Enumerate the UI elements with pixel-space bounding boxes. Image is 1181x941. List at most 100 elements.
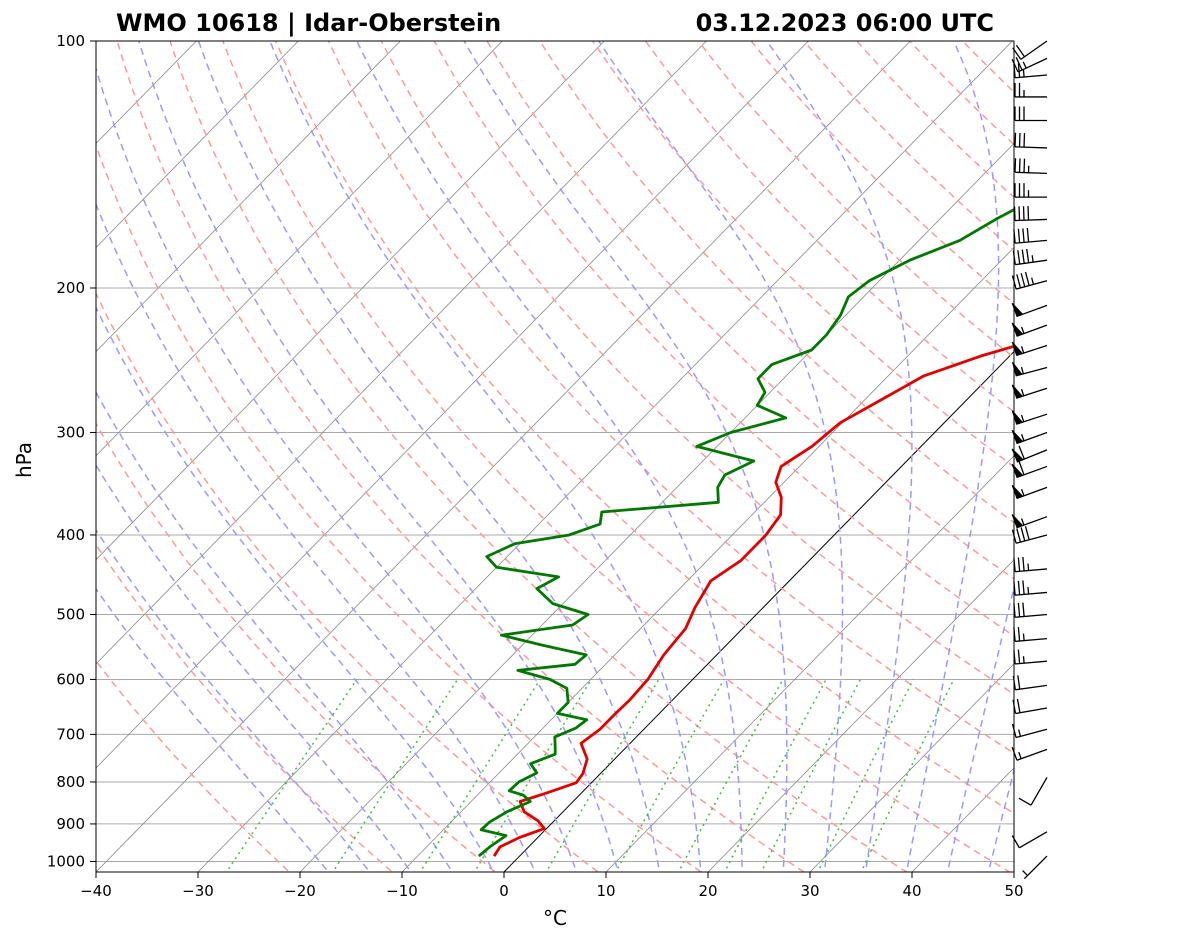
wind-barb — [1022, 855, 1048, 880]
x-tick-label: −10 — [386, 882, 418, 900]
wind-barb-flag — [1022, 602, 1025, 617]
wind-barb — [1013, 602, 1048, 618]
wind-barb-half-flag — [1022, 61, 1027, 69]
wind-barb-staff — [1015, 707, 1048, 715]
wind-barb-staff — [1015, 660, 1048, 665]
moist-adiabat-line — [96, 305, 495, 872]
wind-barb-staff — [1020, 40, 1048, 60]
wind-barb-staff — [1014, 218, 1048, 222]
y-tick-label: 1000 — [47, 852, 85, 870]
x-tick-label: −30 — [182, 882, 214, 900]
dry-adiabat-line — [1015, 41, 1181, 879]
chart-title-datetime: 03.12.2023 06:00 UTC — [696, 9, 994, 37]
y-axis-label: hPa — [12, 442, 36, 478]
dry-adiabat-line — [96, 659, 291, 872]
wind-barb — [1011, 341, 1048, 356]
x-tick-label: −20 — [284, 882, 316, 900]
mixing-ratio-line — [723, 679, 827, 872]
wind-barb — [1013, 580, 1048, 596]
isotherm-line — [809, 663, 1014, 872]
mixing-ratio-line — [545, 679, 660, 872]
wind-barb-half-flag — [1027, 563, 1030, 571]
wind-barb-half-flag — [1018, 751, 1022, 759]
wind-barb-staff — [1014, 171, 1048, 175]
x-axis-label: °C — [543, 906, 567, 930]
wind-barb-pennant — [1011, 341, 1024, 356]
wind-barb-pennant — [1011, 484, 1024, 499]
wind-barb-staff — [1015, 280, 1048, 290]
wind-barb-flag — [1011, 275, 1017, 290]
wind-barb-flag — [1012, 47, 1022, 60]
dry-adiabat-line — [96, 543, 394, 872]
wind-barb — [1014, 82, 1047, 98]
wind-barb — [1011, 429, 1048, 445]
wind-barb-flag — [1013, 581, 1016, 596]
dry-adiabat-line — [169, 41, 909, 872]
dry-adiabat-line — [486, 41, 1014, 580]
temperature-profile-line — [492, 344, 1014, 857]
wind-barb-flag — [1026, 248, 1030, 263]
wind-barb-half-flag — [1022, 656, 1025, 664]
y-tick-label: 400 — [56, 526, 85, 544]
dry-adiabat-line — [327, 41, 1014, 755]
wind-barb-flag — [1011, 58, 1019, 73]
wind-barb-flag — [1017, 63, 1021, 78]
wind-barb-staff — [1015, 534, 1048, 544]
wind-barb-half-flag — [1020, 346, 1025, 354]
wind-barb-flag — [1021, 249, 1025, 264]
wind-barb-flag — [1013, 627, 1016, 642]
isotherm-line — [96, 41, 809, 769]
wind-barb — [1011, 322, 1048, 337]
moist-adiabat-line — [197, 41, 661, 872]
wind-barb-flag — [1020, 527, 1026, 542]
wind-barb-flag — [1013, 557, 1016, 572]
chart-title-station: WMO 10618 | Idar-Oberstein — [116, 9, 501, 37]
isotherm-line — [96, 41, 503, 457]
dry-adiabat-line — [592, 41, 1014, 468]
wind-barb — [1011, 384, 1048, 399]
wind-barb-flag — [1012, 250, 1016, 265]
x-tick-label: 40 — [902, 882, 921, 900]
wind-barb — [1011, 302, 1048, 317]
wind-barb-staff — [1017, 57, 1048, 73]
mixing-ratio-line — [225, 678, 358, 872]
moist-adiabat-line — [96, 390, 454, 872]
wind-barb-half-flag — [1017, 729, 1022, 737]
wind-barb — [1011, 57, 1048, 73]
wind-barb-flag — [1018, 461, 1025, 476]
wind-barb-flag — [1017, 557, 1021, 572]
dry-adiabat-line — [961, 41, 1014, 94]
wind-barb-staff — [1015, 74, 1048, 79]
wind-barb — [1011, 723, 1048, 739]
wind-barb-flag — [1012, 699, 1017, 714]
wind-barb — [1014, 106, 1047, 122]
mixing-ratio-line — [614, 679, 725, 872]
mixing-ratio-line — [760, 679, 862, 872]
moist-adiabat-line — [269, 41, 702, 872]
wind-barb-flag — [1015, 44, 1026, 58]
wind-barb — [1018, 777, 1048, 806]
dry-adiabat-line — [909, 41, 1014, 146]
wind-barb-flag — [1020, 273, 1026, 287]
wind-barb-staff — [1015, 613, 1048, 618]
dry-adiabat-line — [96, 143, 703, 872]
wind-barb-flag — [1024, 271, 1030, 286]
y-tick-label: 900 — [56, 815, 85, 833]
isotherm-line — [96, 41, 401, 353]
dry-adiabat-line — [275, 41, 1014, 815]
dewpoint-profile-line — [477, 208, 1014, 858]
wind-barb-flag — [1018, 445, 1025, 460]
wind-barb — [1014, 158, 1048, 175]
wind-barb-pennant — [1011, 463, 1024, 479]
wind-barb-staff — [1023, 855, 1048, 880]
wind-barb-flag — [1013, 649, 1016, 665]
wind-barb-flag — [1017, 250, 1021, 265]
wind-barb — [1011, 484, 1048, 499]
wind-barb — [1011, 831, 1048, 849]
wind-barb-flag — [1017, 228, 1021, 243]
wind-barb-flag — [1017, 602, 1021, 617]
mixing-ratio-line — [677, 679, 784, 872]
moist-adiabat-line — [987, 767, 1014, 872]
wind-barb-staff — [1014, 146, 1048, 149]
x-tick-label: −40 — [80, 882, 112, 900]
